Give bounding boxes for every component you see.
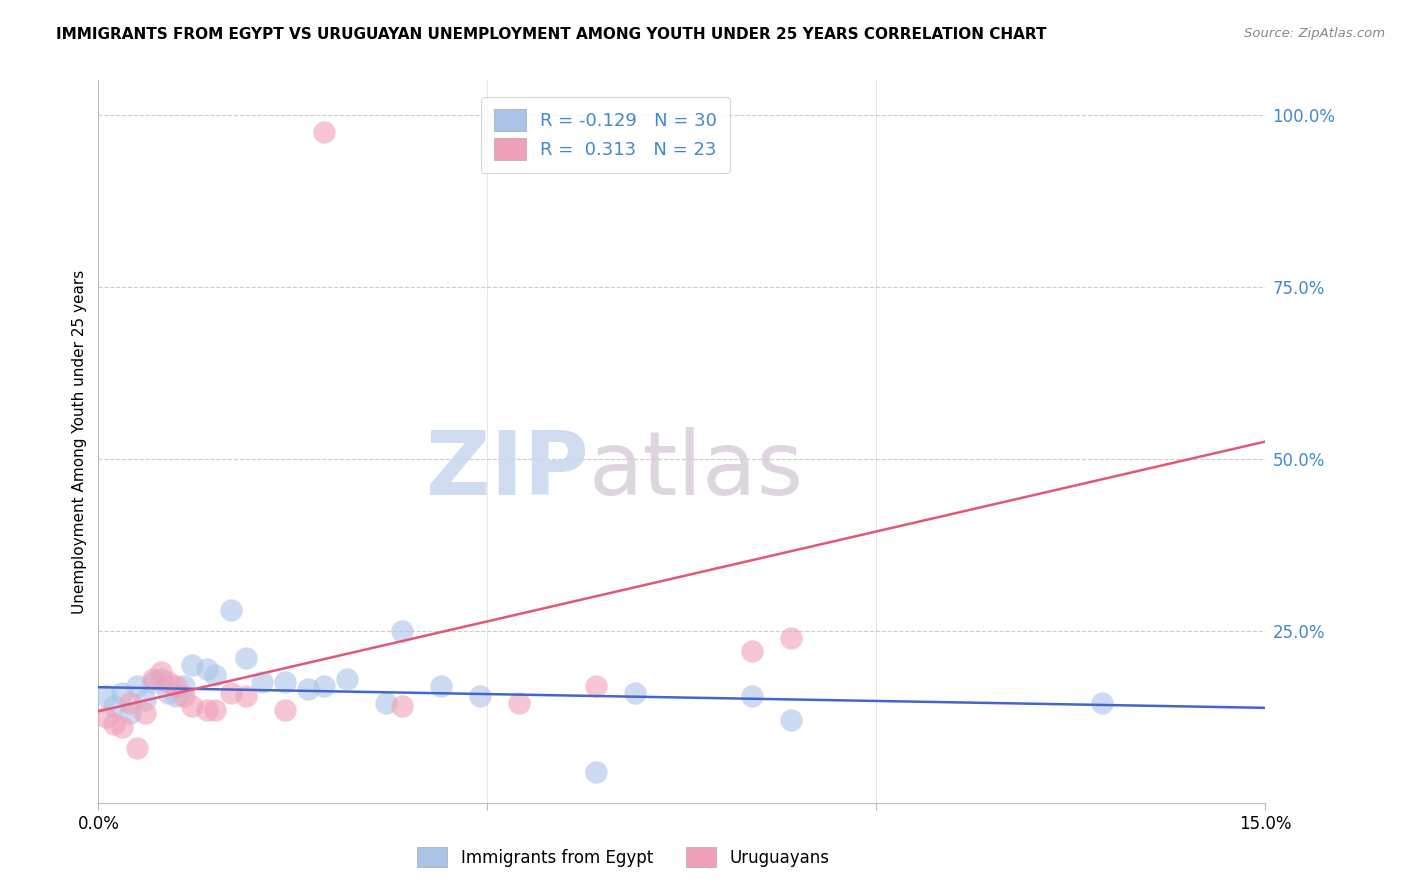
Point — [219, 603, 242, 617]
Point — [118, 696, 141, 710]
Point — [429, 679, 451, 693]
Point — [274, 675, 297, 690]
Y-axis label: Unemployment Among Youth under 25 years: Unemployment Among Youth under 25 years — [72, 269, 87, 614]
Text: atlas: atlas — [589, 427, 804, 514]
Point — [142, 672, 165, 686]
Point — [204, 668, 226, 682]
Point — [250, 675, 273, 690]
Text: Source: ZipAtlas.com: Source: ZipAtlas.com — [1244, 27, 1385, 40]
Text: ZIP: ZIP — [426, 427, 589, 514]
Point — [127, 740, 149, 755]
Point — [195, 662, 218, 676]
Point — [741, 689, 763, 703]
Text: IMMIGRANTS FROM EGYPT VS URUGUAYAN UNEMPLOYMENT AMONG YOUTH UNDER 25 YEARS CORRE: IMMIGRANTS FROM EGYPT VS URUGUAYAN UNEMP… — [56, 27, 1046, 42]
Point — [180, 699, 202, 714]
Point — [624, 686, 647, 700]
Point — [336, 672, 359, 686]
Point — [508, 696, 530, 710]
Point — [103, 716, 125, 731]
Point — [165, 689, 187, 703]
Point — [118, 706, 141, 721]
Point — [180, 658, 202, 673]
Point — [779, 713, 801, 727]
Point — [204, 703, 226, 717]
Point — [274, 703, 297, 717]
Point — [134, 692, 156, 706]
Point — [1091, 696, 1114, 710]
Point — [585, 764, 607, 779]
Point — [235, 689, 257, 703]
Point — [134, 706, 156, 721]
Point — [195, 703, 218, 717]
Point — [391, 624, 413, 638]
Point — [142, 675, 165, 690]
Point — [149, 665, 172, 679]
Point — [312, 679, 335, 693]
Point — [468, 689, 491, 703]
Point — [741, 644, 763, 658]
Point — [779, 631, 801, 645]
Point — [111, 720, 134, 734]
Point — [173, 679, 195, 693]
Point — [585, 679, 607, 693]
Point — [96, 689, 118, 703]
Point — [157, 686, 180, 700]
Point — [165, 679, 187, 693]
Point — [157, 675, 180, 690]
Point — [312, 125, 335, 139]
Point — [96, 710, 118, 724]
Point — [173, 689, 195, 703]
Point — [235, 651, 257, 665]
Point — [219, 686, 242, 700]
Point — [111, 686, 134, 700]
Point — [149, 672, 172, 686]
Point — [127, 679, 149, 693]
Point — [375, 696, 398, 710]
Point — [297, 682, 319, 697]
Legend: Immigrants from Egypt, Uruguayans: Immigrants from Egypt, Uruguayans — [411, 840, 837, 874]
Point — [391, 699, 413, 714]
Point — [103, 699, 125, 714]
